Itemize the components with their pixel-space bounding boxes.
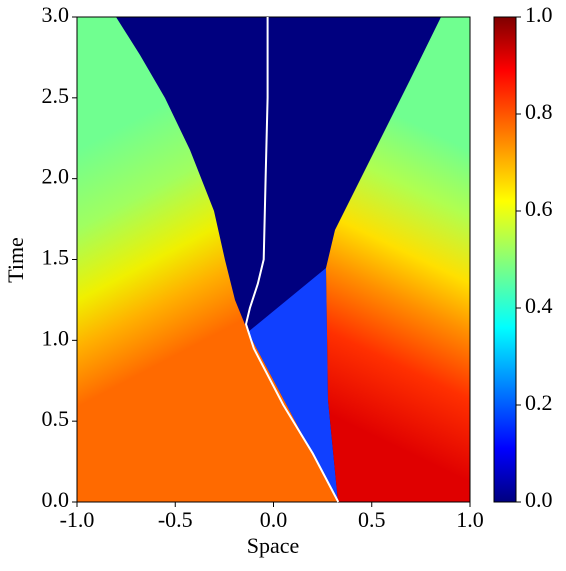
interface-curve [244, 17, 340, 503]
x-tick-label: 0.5 [358, 507, 386, 532]
field-middle [248, 268, 338, 502]
x-tick-label: 1.0 [456, 507, 484, 532]
y-tick-label: 2.0 [42, 164, 70, 189]
x-tick-label: 0.0 [260, 507, 288, 532]
y-tick-label: 3.0 [42, 2, 70, 27]
field-right [326, 17, 470, 502]
x-axis-label: Space [247, 533, 300, 558]
colorbar-tick-label: 1.0 [525, 2, 553, 27]
colorbar-tick-label: 0.0 [525, 487, 553, 512]
colorbar [493, 16, 517, 503]
colorbar-tick-label: 0.2 [525, 390, 553, 415]
y-tick-label: 1.0 [42, 325, 70, 350]
y-axis-label: Time [3, 237, 28, 283]
y-tick-label: 0.0 [42, 487, 70, 512]
y-tick-label: 2.5 [42, 83, 70, 108]
x-tick-label: -1.0 [60, 507, 95, 532]
colorbar-tick-label: 0.4 [525, 293, 553, 318]
x-tick-label: -0.5 [158, 507, 193, 532]
y-tick-label: 1.5 [42, 245, 70, 270]
colorbar-tick-label: 0.6 [525, 196, 553, 221]
y-tick-label: 0.5 [42, 406, 70, 431]
heatmap-field [77, 17, 470, 502]
field-left [77, 17, 338, 502]
colorbar-tick-label: 0.8 [525, 99, 553, 124]
